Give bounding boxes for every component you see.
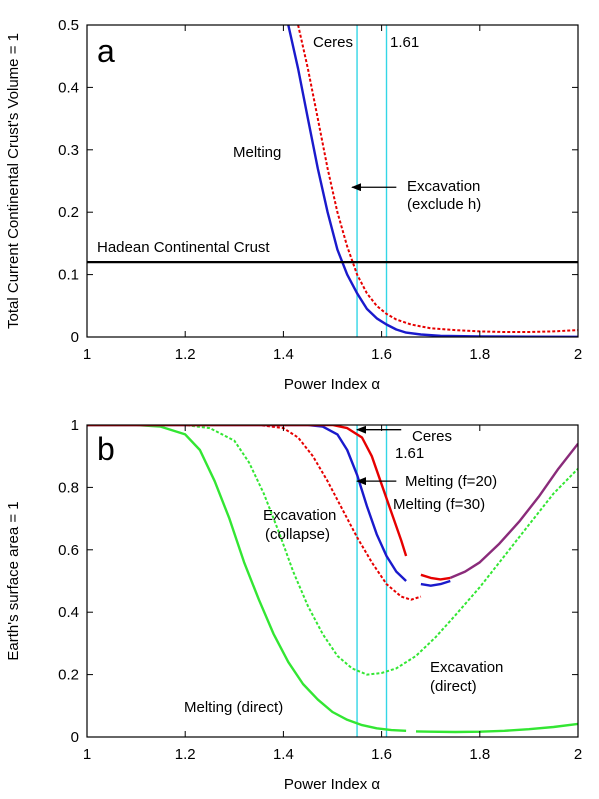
panel-a-x-tick-label: 2 <box>574 346 582 363</box>
panel-b-y-tick-label: 1 <box>71 417 79 434</box>
panel-a-y-axis-label: Total Current Continental Crust's Volume… <box>5 33 22 329</box>
panel-a-x-tick-label: 1.8 <box>469 346 490 363</box>
label-melt-direct: Melting (direct) <box>184 699 283 716</box>
panel-a-y-tick-label: 0.5 <box>58 17 79 34</box>
panel-b-x-tick-label: 1.2 <box>175 746 196 763</box>
panel-b-y-tick-label: 0.8 <box>58 479 79 496</box>
series-b-melt-30 <box>87 425 407 582</box>
series-b-melt-direct <box>87 425 407 732</box>
panel-b-x-tick-label: 2 <box>574 746 582 763</box>
label-melt20-b: Melting (f=20) <box>405 473 497 490</box>
series-a-melting <box>287 25 578 337</box>
panel-a-frame <box>86 24 579 338</box>
label-melt30-b: Melting (f=30) <box>393 496 485 513</box>
panel-a-x-tick-label: 1.4 <box>273 346 294 363</box>
series-b-melt-20-b <box>420 573 451 581</box>
panel-b-y-tick-label: 0 <box>71 729 79 746</box>
label-exc-direct-2: (direct) <box>430 678 477 695</box>
panel-a-y-tick-label: 0.2 <box>58 204 79 221</box>
panel-b-x-tick-label: 1 <box>83 746 91 763</box>
panel-a-letter: a <box>97 33 115 69</box>
series-a-excavation <box>297 25 578 333</box>
label-hadean-a: Hadean Continental Crust <box>97 239 270 256</box>
panel-b-y-tick-label: 0.2 <box>58 667 79 684</box>
label-exclude-h-a: (exclude h) <box>407 196 481 213</box>
panel-b-x-tick-label: 1.4 <box>273 746 294 763</box>
label-161-b: 1.61 <box>395 445 424 462</box>
panel-b-x-tick-label: 1.8 <box>469 746 490 763</box>
panel-b-x-tick-label: 1.6 <box>371 746 392 763</box>
label-excavation-a: Excavation <box>407 178 480 195</box>
series-b-exc-collapse <box>87 425 422 601</box>
series-b-melt-30-b <box>420 579 451 587</box>
label-161-a: 1.61 <box>390 34 419 51</box>
label-exc-direct-1: Excavation <box>430 659 503 676</box>
panel-a-y-tick-label: 0.1 <box>58 267 79 284</box>
panel-b-y-tick-label: 0.4 <box>58 604 79 621</box>
label-exc-collapse-1: Excavation <box>263 507 336 524</box>
panel-a-x-tick-label: 1.6 <box>371 346 392 363</box>
panel-a: 1 1.2 1.4 1.6 1.8 2 0 0.1 0.2 0.3 0.4 0.5 a Power I… <box>5 17 582 393</box>
series-b-merged <box>449 442 578 580</box>
label-ceres-a: Ceres <box>313 34 353 51</box>
series-b-melt-20 <box>87 425 408 557</box>
panel-b-y-axis-label: Earth's surface area = 1 <box>5 501 22 660</box>
panel-a-y-tick-label: 0 <box>71 329 79 346</box>
label-ceres-b: Ceres <box>412 428 452 445</box>
panel-b-frame <box>86 424 579 738</box>
series-b-melt-direct-2 <box>415 722 578 734</box>
panel-a-y-tick-label: 0.3 <box>58 142 79 159</box>
panel-a-x-axis-label: Power Index α <box>284 376 381 393</box>
label-melting-a: Melting <box>233 144 281 161</box>
panel-a-x-tick-label: 1.2 <box>175 346 196 363</box>
panel-a-y-tick-label: 0.4 <box>58 79 79 96</box>
panel-b-letter: b <box>97 431 115 467</box>
series-b-exc-direct <box>87 425 578 676</box>
panel-b-y-tick-label: 0.6 <box>58 542 79 559</box>
label-exc-collapse-2: (collapse) <box>265 526 330 543</box>
panel-b: 1 1.2 1.4 1.6 1.8 2 0 0.2 0.4 0.6 0.8 1 b Power Ind… <box>5 417 582 793</box>
panel-b-x-axis-label: Power Index α <box>284 776 381 793</box>
panel-a-x-tick-label: 1 <box>83 346 91 363</box>
